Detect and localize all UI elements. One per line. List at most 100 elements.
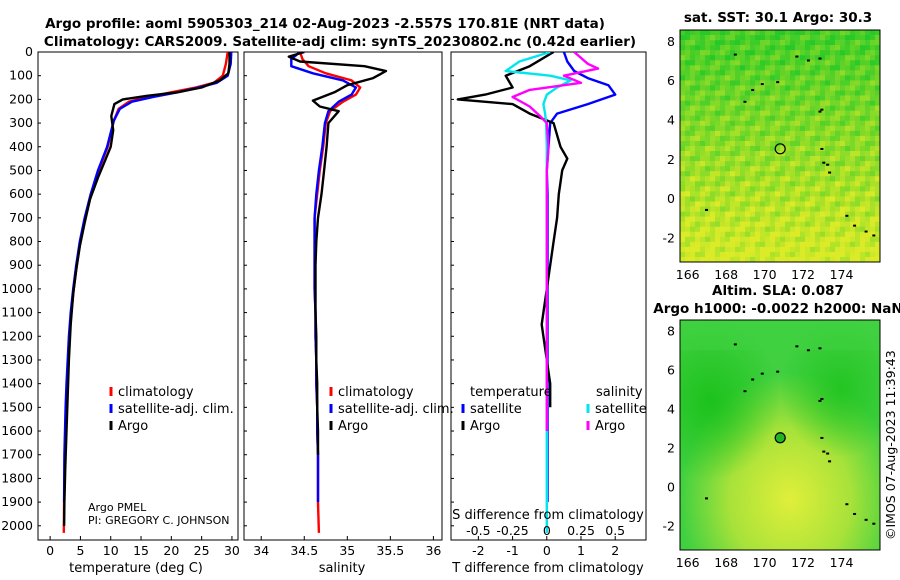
sst-cell	[785, 206, 791, 212]
sst-cell	[725, 50, 731, 56]
sst-cell	[805, 135, 811, 142]
sst-cell	[695, 50, 701, 56]
sst-cell	[775, 216, 781, 222]
sst-cell	[805, 50, 811, 56]
sst-cell	[745, 171, 751, 177]
sst-cell	[720, 211, 726, 217]
sst-cell	[760, 50, 766, 56]
sst-cell	[700, 251, 706, 258]
sst-cell	[780, 161, 786, 167]
sst-cell	[740, 206, 746, 212]
sst-cell	[755, 236, 761, 243]
sst-cell	[820, 251, 826, 258]
sst-cell	[860, 80, 866, 86]
sst-cell	[760, 85, 766, 91]
sst-cell	[825, 206, 831, 212]
sst-cell	[770, 75, 776, 81]
sst-cell	[815, 125, 821, 132]
sst-cell	[780, 125, 786, 132]
sst-cell	[735, 65, 741, 71]
sst-cell	[705, 95, 711, 101]
sst-cell	[765, 110, 771, 117]
sst-cell	[785, 50, 791, 56]
sst-cell	[800, 146, 806, 152]
sst-cell	[750, 105, 756, 111]
sst-cell	[730, 166, 736, 172]
sst-cell	[685, 130, 691, 137]
sst-cell	[775, 206, 781, 212]
sst-cell	[830, 246, 836, 253]
sst-cell	[835, 246, 841, 253]
sst-cell	[750, 226, 756, 233]
ytick-label: 1900	[1, 494, 33, 509]
sst-cell	[835, 80, 841, 86]
sst-cell	[725, 171, 731, 177]
sst-cell	[840, 196, 846, 202]
sst-cell	[835, 231, 841, 238]
sst-cell	[830, 231, 836, 238]
sst-cell	[770, 55, 776, 61]
sst-cell	[770, 156, 776, 162]
sst-cell	[705, 256, 711, 263]
sst-cell	[815, 186, 821, 192]
sst-cell	[760, 256, 766, 263]
sst-cell	[750, 216, 756, 222]
sst-cell	[705, 80, 711, 86]
sst-cell	[715, 221, 721, 227]
sst-cell	[680, 171, 686, 177]
sst-cell	[780, 176, 786, 182]
sst-cell	[780, 256, 786, 263]
sst-cell	[865, 115, 871, 122]
sst-cell	[760, 120, 766, 127]
sst-cell	[725, 65, 731, 71]
sst-cell	[690, 151, 696, 157]
sst-cell	[750, 256, 756, 263]
sst-map-frame	[679, 29, 881, 263]
sst-cell	[740, 146, 746, 152]
xtick-label: 35.5	[376, 543, 404, 558]
sst-cell	[770, 191, 776, 197]
sst-cell	[685, 95, 691, 101]
sst-cell	[815, 55, 821, 61]
sst-cell	[830, 45, 836, 51]
sst-cell	[685, 146, 691, 152]
sst-cell	[720, 256, 726, 263]
sst-cell	[730, 105, 736, 111]
sst-cell	[775, 90, 781, 96]
sst-cell	[800, 226, 806, 233]
sst-cell	[875, 211, 881, 217]
sst-cell	[870, 100, 876, 106]
sst-cell	[685, 161, 691, 167]
sst-cell	[825, 236, 831, 243]
sst-cell	[825, 30, 831, 36]
sst-cell	[850, 125, 856, 132]
sst-cell	[805, 30, 811, 36]
sst-cell	[720, 216, 726, 222]
sst-cell	[835, 181, 841, 187]
sst-cell	[790, 206, 796, 212]
sst-cell	[725, 216, 731, 222]
sst-cell	[680, 166, 686, 172]
sst-cell	[870, 40, 876, 46]
sst-cell	[760, 45, 766, 51]
legend-satellite: satellite-adj. clim.	[118, 402, 234, 417]
sst-cell	[750, 161, 756, 167]
sst-cell	[730, 146, 736, 152]
sst-cell	[710, 181, 716, 187]
sst-cell	[705, 181, 711, 187]
sst-cell	[820, 191, 826, 197]
sst-cell	[830, 156, 836, 162]
sst-cell	[725, 236, 731, 243]
sst-cell	[790, 45, 796, 51]
sst-cell	[735, 55, 741, 61]
sst-cell	[800, 140, 806, 147]
sst-cell	[870, 135, 876, 142]
sst-cell	[790, 40, 796, 46]
sst-cell	[800, 211, 806, 217]
sst-cell	[705, 100, 711, 106]
sst-cell	[780, 246, 786, 253]
sst-cell	[715, 231, 721, 238]
sst-cell	[810, 100, 816, 106]
sst-cell	[870, 251, 876, 258]
sst-cell	[850, 206, 856, 212]
